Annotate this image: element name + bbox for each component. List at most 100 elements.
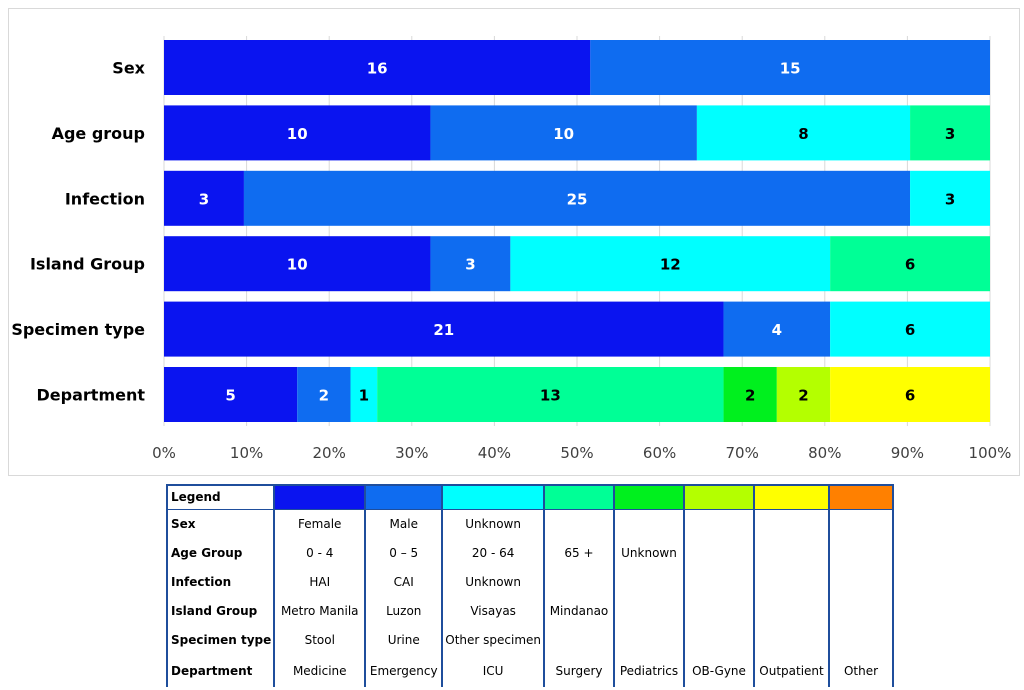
- bar-segment: [776, 367, 831, 422]
- legend-cell: Visayas: [441, 596, 545, 625]
- category-label: Department: [37, 386, 146, 405]
- legend-cell: [613, 567, 685, 596]
- category-label: Infection: [65, 189, 145, 208]
- bar-segment: [350, 367, 378, 422]
- legend-cell: [753, 567, 830, 596]
- x-tick-label: 50%: [560, 444, 593, 462]
- legend-title: Legend: [165, 484, 276, 510]
- bar-segment: [243, 170, 911, 226]
- x-tick-label: 30%: [395, 444, 428, 462]
- data-label: 8: [798, 125, 808, 143]
- legend-row: Sex Female Male Unknown: [165, 509, 894, 538]
- data-label: 2: [319, 387, 329, 405]
- data-label: 10: [287, 256, 308, 274]
- category-label: Island Group: [30, 255, 145, 274]
- legend-cell: Luzon: [364, 596, 444, 625]
- bar-segment: [164, 105, 431, 161]
- data-label: 15: [780, 60, 801, 78]
- bar-segment: [590, 40, 990, 95]
- legend-cell: [683, 596, 755, 625]
- data-label: 2: [745, 387, 755, 405]
- data-label: 3: [199, 190, 209, 208]
- legend-color-swatch: [273, 484, 367, 510]
- legend-row-label: Age Group: [165, 538, 276, 567]
- x-tick-label: 80%: [808, 444, 841, 462]
- bar-segment: [830, 301, 990, 357]
- legend-cell: Metro Manila: [273, 596, 367, 625]
- legend-row-label: Infection: [165, 567, 276, 596]
- legend-cell: 0 - 4: [273, 538, 367, 567]
- legend-header-row: Legend: [165, 484, 894, 510]
- bar-segment: [377, 367, 724, 422]
- data-label: 3: [465, 256, 475, 274]
- bar-segment: [430, 105, 697, 161]
- legend-color-swatch: [364, 484, 444, 510]
- legend-cell: [543, 625, 615, 654]
- bar-segment: [297, 367, 351, 422]
- legend-color-swatch: [543, 484, 615, 510]
- legend-cell: [828, 509, 894, 538]
- legend-row: Specimen type Stool Urine Other specimen: [165, 625, 894, 654]
- category-label: Sex: [112, 59, 145, 78]
- x-tick-label: 40%: [478, 444, 511, 462]
- legend-row: Department Medicine Emergency ICU Surgery Ped…: [165, 654, 894, 687]
- legend-cell: 65 +: [543, 538, 615, 567]
- legend-cell: [828, 538, 894, 567]
- legend-cell: Male: [364, 509, 444, 538]
- bar-segment: [164, 301, 724, 357]
- legend-cell: Stool: [273, 625, 367, 654]
- x-tick-label: 60%: [643, 444, 676, 462]
- x-tick-label: 10%: [230, 444, 263, 462]
- legend-cell: Unknown: [441, 567, 545, 596]
- bar-segment: [910, 105, 990, 161]
- legend-color-swatch: [683, 484, 755, 510]
- data-label: 16: [367, 60, 388, 78]
- data-label: 10: [287, 125, 308, 143]
- legend-row-label: Island Group: [165, 596, 276, 625]
- legend-row-label: Sex: [165, 509, 276, 538]
- legend-cell: 20 - 64: [441, 538, 545, 567]
- legend-cell: [753, 596, 830, 625]
- bar-segment: [164, 367, 298, 422]
- legend-cell: [683, 509, 755, 538]
- data-label: 2: [798, 387, 808, 405]
- bar-segment: [164, 170, 244, 226]
- legend-table: Legend Sex Female Male Unknown Age Group 0 - 4…: [165, 484, 894, 687]
- legend-cell: ICU: [441, 654, 545, 687]
- data-label: 25: [567, 190, 588, 208]
- legend-row: Infection HAI CAI Unknown: [165, 567, 894, 596]
- legend-cell: [613, 625, 685, 654]
- legend-cell: [753, 538, 830, 567]
- bar-segment: [723, 367, 777, 422]
- data-label: 6: [905, 256, 915, 274]
- legend-cell: [828, 625, 894, 654]
- legend-cell: [683, 567, 755, 596]
- x-tick-label: 100%: [969, 444, 1012, 462]
- bar-segment: [696, 105, 911, 161]
- category-label: Age group: [52, 124, 145, 143]
- data-label: 13: [540, 387, 561, 405]
- x-tick-label: 0%: [152, 444, 176, 462]
- legend-color-swatch: [613, 484, 685, 510]
- legend-cell: Other specimen: [441, 625, 545, 654]
- legend-cell: Medicine: [273, 654, 367, 687]
- bar-segment: [830, 367, 990, 422]
- legend-row: Island Group Metro Manila Luzon Visayas Mind…: [165, 596, 894, 625]
- legend-cell: [543, 509, 615, 538]
- data-label: 1: [359, 387, 369, 405]
- legend-cell: CAI: [364, 567, 444, 596]
- legend-cell: [543, 567, 615, 596]
- chart-area: 16 15 Sex 10 10 8 3 Age group 3 25 3 Infection 10 3 12…: [8, 8, 1020, 476]
- data-label: 12: [660, 256, 681, 274]
- legend-cell: [828, 567, 894, 596]
- legend-cell: [753, 509, 830, 538]
- bar-segment: [830, 236, 990, 292]
- data-label: 5: [225, 387, 235, 405]
- legend-cell: [753, 625, 830, 654]
- legend-color-swatch: [441, 484, 545, 510]
- data-label: 10: [553, 125, 574, 143]
- legend-row-label: Department: [165, 654, 276, 687]
- data-label: 6: [905, 321, 915, 339]
